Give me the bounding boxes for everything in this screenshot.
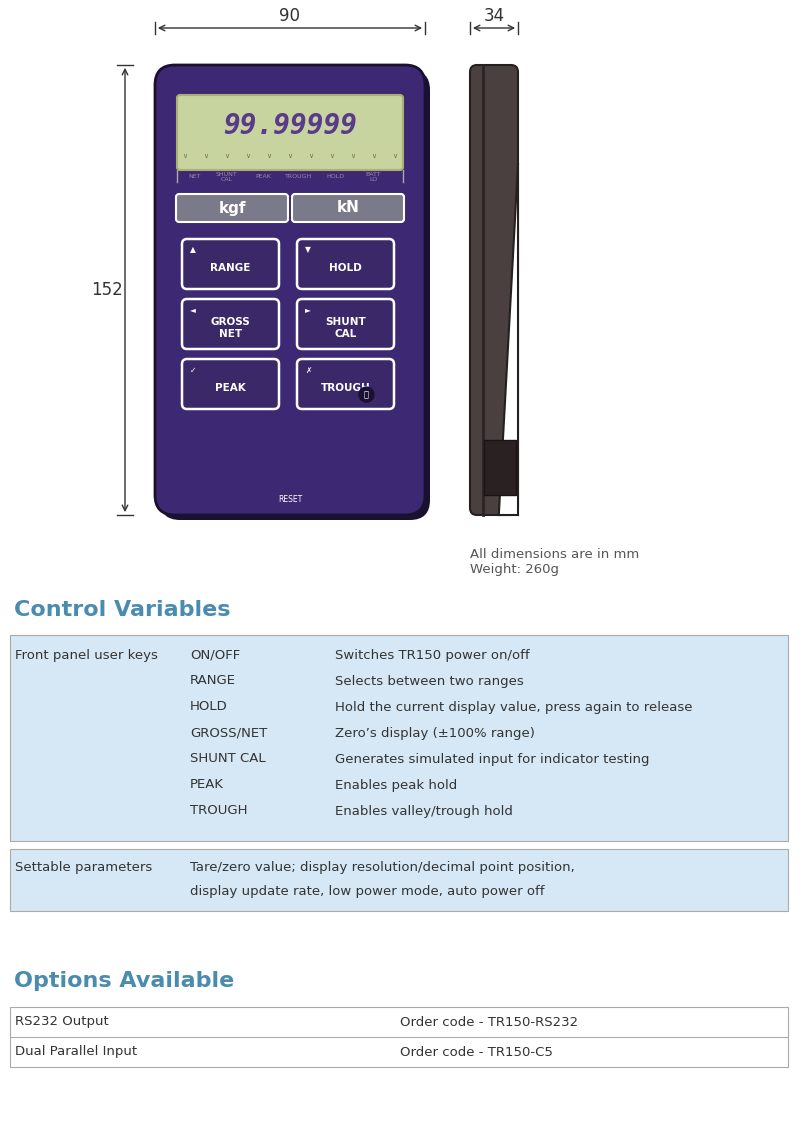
Bar [10,1007,788,1067]
Text: Options Available: Options Available [14,971,234,991]
Text: ∨: ∨ [246,153,250,160]
Text: Switches TR150 power on/off: Switches TR150 power on/off [335,649,530,661]
Text: ∨: ∨ [203,153,209,160]
Text: ▼: ▼ [305,246,311,255]
Text: RANGE: RANGE [190,675,236,687]
Text: ✗: ✗ [305,365,311,375]
Text: SHUNT CAL: SHUNT CAL [190,753,266,765]
Text: 34: 34 [483,7,505,25]
Text: TROUGH: TROUGH [286,175,313,179]
FancyBboxPatch shape [155,65,425,515]
Text: RS232 Output: RS232 Output [15,1015,109,1029]
FancyBboxPatch shape [297,239,394,289]
Text: Generates simulated input for indicator testing: Generates simulated input for indicator … [335,753,650,765]
Text: ∨: ∨ [371,153,377,160]
Text: NET: NET [189,175,202,179]
Text: ON/OFF: ON/OFF [190,649,240,661]
Text: PEAK: PEAK [215,383,246,393]
Text: ∨: ∨ [330,153,334,160]
Text: Settable parameters: Settable parameters [15,861,152,874]
Text: Selects between two ranges: Selects between two ranges [335,675,524,687]
Text: Enables valley/trough hold: Enables valley/trough hold [335,804,513,818]
Text: kgf: kgf [218,201,246,216]
Text: ∨: ∨ [287,153,293,160]
FancyBboxPatch shape [297,359,394,409]
Text: ∨: ∨ [309,153,314,160]
Text: Order code - TR150-RS232: Order code - TR150-RS232 [400,1015,578,1029]
Bar [10,849,788,911]
Text: Enables peak hold: Enables peak hold [335,779,458,791]
Text: Dual Parallel Input: Dual Parallel Input [15,1045,137,1059]
Text: ∨: ∨ [225,153,230,160]
Text: HOLD: HOLD [326,175,344,179]
Bar [485,440,516,494]
Text: ✓: ✓ [190,365,196,375]
FancyBboxPatch shape [292,194,404,222]
Polygon shape [499,164,518,515]
Text: BATT
LO: BATT LO [366,171,382,183]
FancyBboxPatch shape [470,65,518,515]
Text: ⏻: ⏻ [364,391,369,399]
Text: Tare/zero value; display resolution/decimal point position,: Tare/zero value; display resolution/deci… [190,861,574,874]
Text: All dimensions are in mm
Weight: 260g: All dimensions are in mm Weight: 260g [470,548,639,576]
Text: Control Variables: Control Variables [14,600,230,620]
Text: ▲: ▲ [190,246,196,255]
FancyBboxPatch shape [177,95,403,170]
FancyBboxPatch shape [176,194,288,222]
Text: ∨: ∨ [266,153,271,160]
Text: HOLD: HOLD [190,700,228,714]
Text: 90: 90 [279,7,301,25]
Text: TROUGH: TROUGH [321,383,370,393]
Text: PEAK: PEAK [255,175,271,179]
Text: RANGE: RANGE [210,263,250,273]
FancyBboxPatch shape [182,359,279,409]
Text: Zero’s display (±100% range): Zero’s display (±100% range) [335,726,535,740]
Text: ∨: ∨ [393,153,398,160]
Text: HOLD: HOLD [329,263,362,273]
Text: GROSS
NET: GROSS NET [210,317,250,339]
Text: Hold the current display value, press again to release: Hold the current display value, press ag… [335,700,693,714]
Text: 99.99999: 99.99999 [223,113,357,140]
Text: TROUGH: TROUGH [190,804,247,818]
Text: 152: 152 [91,281,123,299]
FancyBboxPatch shape [182,239,279,289]
Text: PEAK: PEAK [190,779,224,791]
Text: SHUNT
CAL: SHUNT CAL [216,171,238,183]
Text: SHUNT
CAL: SHUNT CAL [325,317,366,339]
Text: GROSS/NET: GROSS/NET [190,726,267,740]
FancyBboxPatch shape [182,299,279,349]
Text: ◄: ◄ [190,306,196,314]
FancyBboxPatch shape [160,70,430,520]
Text: Front panel user keys: Front panel user keys [15,649,158,661]
FancyBboxPatch shape [297,299,394,349]
Text: display update rate, low power mode, auto power off: display update rate, low power mode, aut… [190,885,545,898]
Text: kN: kN [337,201,359,216]
Text: ∨: ∨ [350,153,355,160]
Text: ►: ► [305,306,311,314]
Text: Order code - TR150-C5: Order code - TR150-C5 [400,1045,553,1059]
Text: RESET: RESET [278,494,302,504]
Text: ∨: ∨ [182,153,187,160]
Circle shape [359,387,374,402]
Bar [10,635,788,841]
